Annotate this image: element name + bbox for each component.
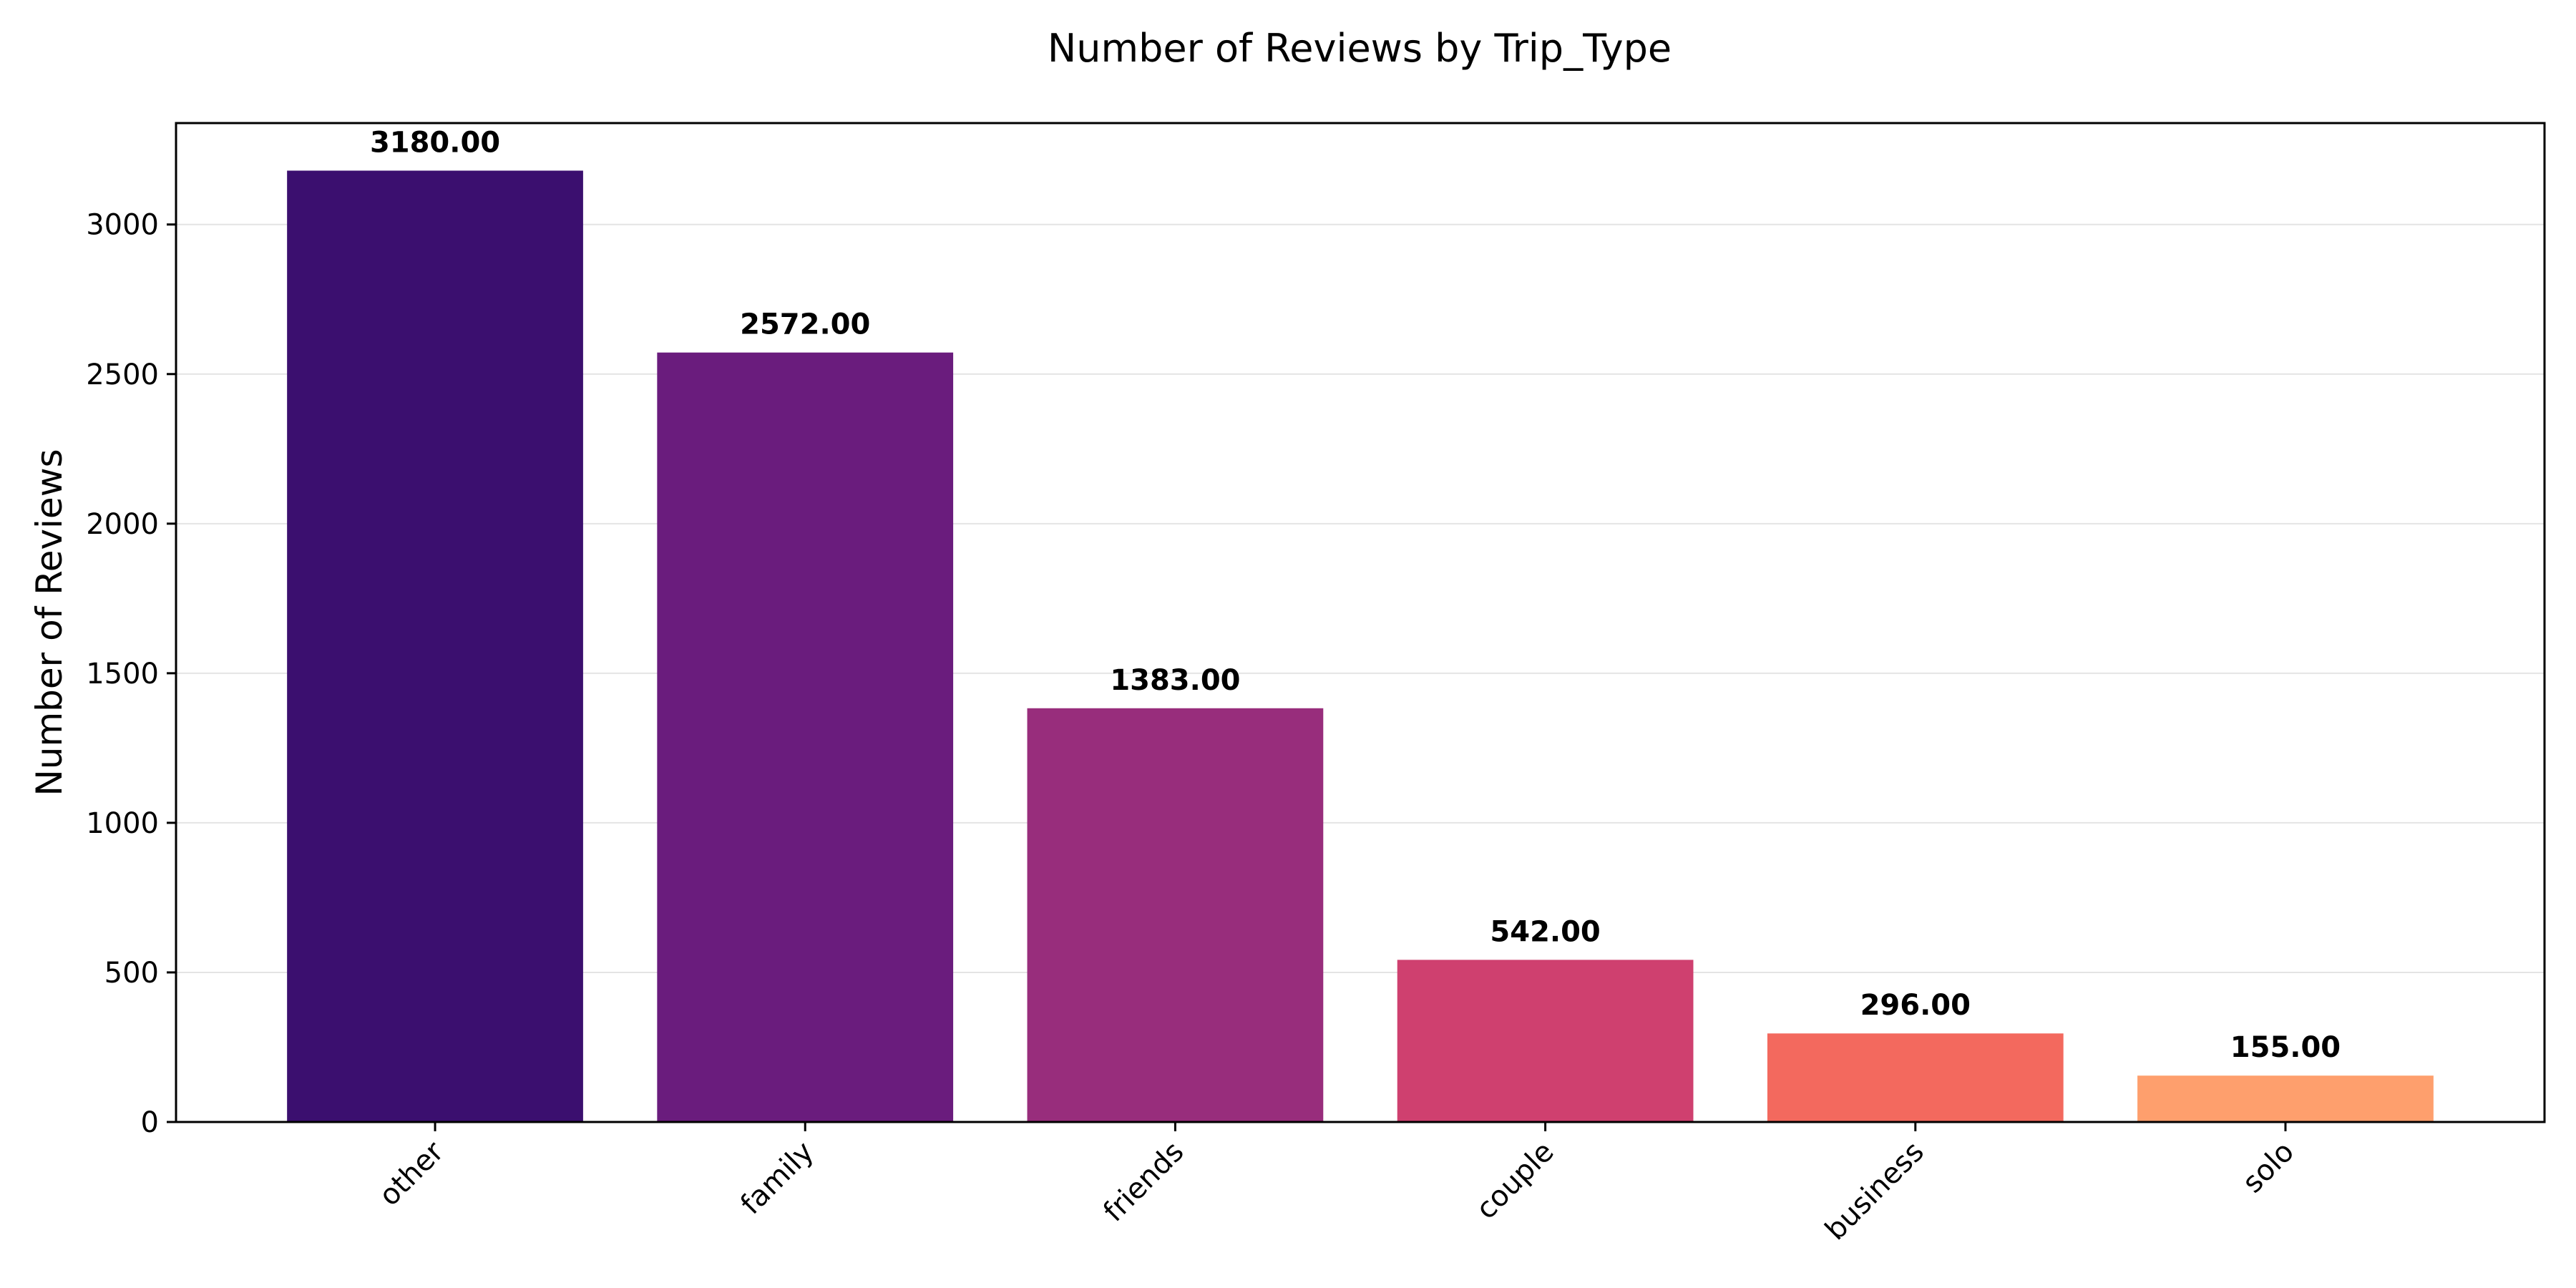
plot-frame xyxy=(175,122,2546,1123)
x-tick-label: friends xyxy=(1097,1136,1190,1229)
bar-family xyxy=(657,352,954,1122)
bar-friends xyxy=(1027,708,1324,1122)
y-tick-label: 0 xyxy=(141,1106,159,1139)
bar-business xyxy=(1767,1033,2064,1122)
bar-other xyxy=(287,170,583,1122)
bar-value-label: 155.00 xyxy=(2230,1031,2341,1064)
chart-title: Number of Reviews by Trip_Type xyxy=(1048,26,1672,71)
x-tick-label: business xyxy=(1819,1136,1931,1247)
y-tick-label: 3000 xyxy=(86,209,159,242)
y-tick-label: 2500 xyxy=(86,358,159,391)
y-tick-label: 1000 xyxy=(86,807,159,840)
x-tick-label: family xyxy=(734,1136,820,1221)
bar-couple xyxy=(1397,960,1694,1122)
y-tick-label: 2000 xyxy=(86,508,159,541)
bar-value-labels: 3180.00 2572.00 1383.00 542.00 296.00 155.00 xyxy=(370,126,2341,1064)
y-tick-label: 500 xyxy=(104,957,159,990)
bar-value-label: 296.00 xyxy=(1860,989,1971,1022)
bar-value-label: 1383.00 xyxy=(1110,664,1240,697)
y-axis-ticks: 0 500 1000 1500 2000 2500 3000 xyxy=(86,209,176,1139)
bar-value-label: 2572.00 xyxy=(740,308,870,341)
bars xyxy=(287,170,2434,1122)
bar-value-label: 3180.00 xyxy=(370,126,500,159)
x-tick-label: couple xyxy=(1470,1136,1561,1226)
x-axis-ticks: other family friends couple business solo xyxy=(373,1122,2301,1246)
bar-value-label: 542.00 xyxy=(1490,915,1600,948)
x-tick-label: solo xyxy=(2236,1136,2301,1200)
x-tick-label: other xyxy=(373,1135,450,1212)
bar-solo xyxy=(2137,1075,2434,1122)
y-axis-label: Number of Reviews xyxy=(29,449,70,796)
y-tick-label: 1500 xyxy=(86,658,159,691)
